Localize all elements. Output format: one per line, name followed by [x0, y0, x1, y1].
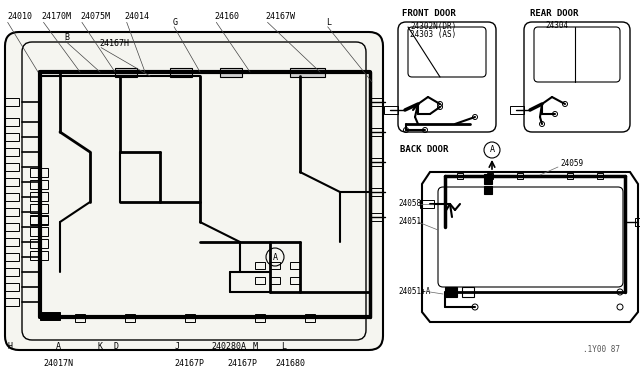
- Bar: [5, 238, 19, 246]
- Bar: [517, 173, 523, 179]
- Bar: [305, 314, 315, 322]
- Bar: [510, 106, 524, 114]
- Bar: [30, 192, 48, 201]
- Bar: [220, 68, 242, 77]
- Text: 24051: 24051: [398, 218, 421, 227]
- Text: 240280A: 240280A: [211, 342, 246, 351]
- Text: 24010: 24010: [8, 12, 33, 21]
- Bar: [290, 262, 300, 269]
- Bar: [5, 163, 19, 171]
- Bar: [384, 106, 398, 114]
- Bar: [255, 277, 265, 284]
- Text: G: G: [173, 18, 178, 27]
- Bar: [40, 312, 60, 320]
- Bar: [370, 188, 382, 196]
- Text: A: A: [56, 342, 61, 351]
- Bar: [290, 277, 300, 284]
- Bar: [115, 68, 137, 77]
- Bar: [370, 158, 382, 166]
- Bar: [270, 262, 280, 269]
- Bar: [5, 298, 19, 306]
- Bar: [5, 283, 19, 291]
- Bar: [445, 287, 457, 297]
- Bar: [567, 173, 573, 179]
- Bar: [420, 200, 434, 208]
- Bar: [170, 68, 192, 77]
- Text: J: J: [174, 342, 179, 351]
- Bar: [30, 239, 48, 248]
- Text: 24160: 24160: [214, 12, 239, 21]
- Bar: [462, 287, 474, 297]
- Bar: [30, 168, 48, 177]
- Text: L: L: [326, 18, 332, 27]
- Text: .1Y00 87: .1Y00 87: [583, 346, 620, 355]
- Text: 24167W: 24167W: [266, 12, 296, 21]
- Bar: [30, 251, 48, 260]
- Bar: [370, 128, 382, 136]
- Bar: [30, 215, 48, 224]
- Bar: [5, 268, 19, 276]
- Bar: [484, 186, 492, 194]
- Bar: [5, 178, 19, 186]
- Text: D: D: [113, 342, 118, 351]
- Text: 24304: 24304: [545, 22, 568, 31]
- Text: 24167H: 24167H: [99, 39, 129, 48]
- Text: REAR DOOR: REAR DOOR: [530, 10, 579, 19]
- Text: 241680: 241680: [275, 359, 305, 368]
- Bar: [635, 218, 640, 226]
- Text: 24167P: 24167P: [227, 359, 257, 368]
- Text: FRONT DOOR: FRONT DOOR: [402, 10, 456, 19]
- Text: 24014: 24014: [125, 12, 150, 21]
- Text: 24058: 24058: [398, 199, 421, 208]
- Bar: [597, 173, 603, 179]
- Text: A: A: [490, 145, 495, 154]
- Text: 24303 (AS): 24303 (AS): [410, 31, 456, 39]
- Bar: [5, 223, 19, 231]
- Text: M: M: [253, 342, 258, 351]
- FancyBboxPatch shape: [5, 32, 383, 350]
- Text: 24075M: 24075M: [80, 12, 110, 21]
- Bar: [5, 118, 19, 126]
- Bar: [255, 314, 265, 322]
- Bar: [5, 253, 19, 261]
- Bar: [5, 193, 19, 201]
- Bar: [30, 180, 48, 189]
- Bar: [5, 208, 19, 216]
- Text: L: L: [282, 342, 287, 351]
- Text: 24302N(DR): 24302N(DR): [410, 22, 456, 31]
- Bar: [30, 216, 48, 225]
- Text: 24170M: 24170M: [42, 12, 72, 21]
- Bar: [30, 227, 48, 236]
- Text: H: H: [8, 342, 13, 351]
- Bar: [487, 173, 493, 179]
- Text: 24059: 24059: [560, 160, 583, 169]
- Text: 24051+A: 24051+A: [398, 288, 430, 296]
- Bar: [270, 277, 280, 284]
- Bar: [5, 148, 19, 156]
- Bar: [30, 204, 48, 213]
- Text: 24017N: 24017N: [44, 359, 74, 368]
- Bar: [185, 314, 195, 322]
- Bar: [290, 68, 325, 77]
- Bar: [457, 173, 463, 179]
- Bar: [484, 174, 492, 184]
- Text: K: K: [97, 342, 102, 351]
- Bar: [5, 133, 19, 141]
- Bar: [370, 213, 382, 221]
- Text: BACK DOOR: BACK DOOR: [400, 145, 449, 154]
- Bar: [255, 262, 265, 269]
- Bar: [370, 98, 382, 106]
- Bar: [75, 314, 85, 322]
- Text: A: A: [273, 253, 278, 262]
- Bar: [5, 98, 19, 106]
- Bar: [125, 314, 135, 322]
- Text: 24167P: 24167P: [174, 359, 204, 368]
- Text: B: B: [64, 33, 69, 42]
